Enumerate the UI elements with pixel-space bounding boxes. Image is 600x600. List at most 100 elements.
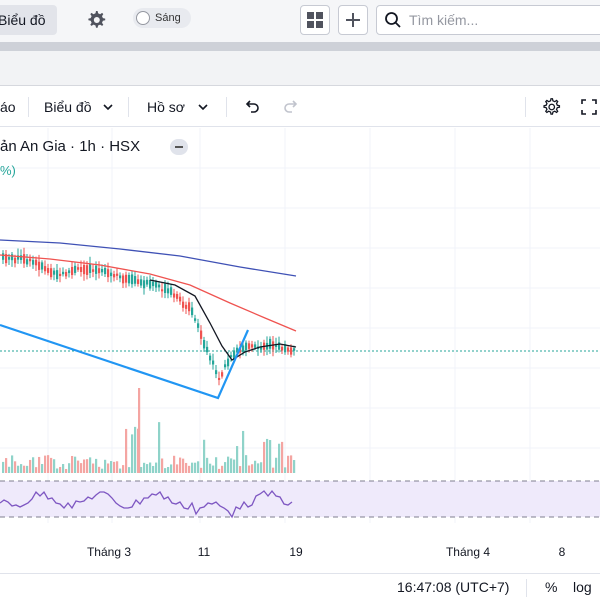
secondary-bar <box>0 51 600 86</box>
volume-bar <box>14 461 17 473</box>
candle-body <box>245 342 248 351</box>
volume-bar <box>11 455 14 473</box>
candle-body <box>116 273 119 276</box>
candle-body <box>161 289 164 292</box>
toolbar-partial-item[interactable]: áo <box>0 99 16 115</box>
volume-bar <box>239 466 242 473</box>
legend-collapse-icon[interactable] <box>170 139 188 155</box>
volume-bar <box>146 464 149 473</box>
candle-body <box>149 279 152 289</box>
theme-toggle-label: Sáng <box>155 12 181 24</box>
candle-body <box>125 274 128 283</box>
percent-scale-toggle[interactable]: % <box>545 579 558 595</box>
volume-bar <box>2 461 5 473</box>
volume-bar <box>209 463 212 473</box>
symbol-legend-title[interactable]: ản An Gia · 1h · HSX <box>0 138 141 155</box>
candle-body <box>8 257 11 260</box>
candle-body <box>191 307 194 316</box>
candle-body <box>95 265 98 274</box>
volume-bar <box>224 462 227 473</box>
chevron-down-icon <box>198 104 208 111</box>
volume-bar <box>152 465 155 473</box>
candle-body <box>134 276 137 284</box>
search-placeholder: Tìm kiếm... <box>409 12 479 28</box>
candle-body <box>251 344 254 348</box>
candle-body <box>71 266 74 276</box>
x-tick-label: Tháng 3 <box>87 545 131 559</box>
toolbar-separator <box>226 97 227 117</box>
volume-bar <box>287 455 290 473</box>
volume-bar <box>122 465 125 473</box>
volume-bar <box>8 466 11 473</box>
volume-bar <box>71 455 74 473</box>
moving-average-blue <box>0 239 297 277</box>
panel-divider <box>0 42 600 51</box>
volume-bar <box>269 440 272 473</box>
volume-bar <box>194 462 197 473</box>
volume-bar <box>41 463 44 473</box>
volume-bar <box>77 460 80 473</box>
price-chart[interactable]: Tháng 3 11 19 Tháng 4 8 <box>0 128 600 573</box>
volume-bar <box>167 466 170 473</box>
candle-body <box>164 283 167 294</box>
moving-average-black <box>149 279 297 361</box>
volume-bar <box>260 462 263 473</box>
chart-settings-gear-icon[interactable] <box>540 96 562 118</box>
volume-bar <box>131 434 134 473</box>
candle-body <box>224 364 227 368</box>
volume-bar <box>227 456 230 473</box>
candle-body <box>182 301 185 308</box>
candle-body <box>38 261 41 270</box>
fullscreen-icon[interactable] <box>580 98 598 116</box>
volume-bar <box>275 457 278 473</box>
volume-bar <box>53 459 56 473</box>
candle-body <box>203 340 206 349</box>
candle-body <box>248 343 251 349</box>
volume-bar <box>20 464 23 473</box>
x-tick-label: Tháng 4 <box>446 545 490 559</box>
candle-body <box>173 293 176 298</box>
volume-bar <box>251 464 254 473</box>
volume-bar <box>179 457 182 473</box>
tab-chart[interactable]: Biểu đồ <box>0 5 57 35</box>
candle-body <box>254 344 257 348</box>
volume-bar <box>35 467 38 473</box>
x-tick-label: 8 <box>559 545 566 559</box>
candle-body <box>227 358 230 367</box>
candle-body <box>176 294 179 299</box>
candle-body <box>128 274 131 284</box>
candle-body <box>218 377 221 381</box>
add-button[interactable] <box>338 5 368 35</box>
candle-body <box>170 287 173 295</box>
theme-toggle[interactable]: Sáng <box>133 8 191 28</box>
chart-menu-button[interactable]: Biểu đồ <box>44 99 92 115</box>
layout-grid-button[interactable] <box>300 5 330 35</box>
candle-body <box>74 265 77 273</box>
log-scale-toggle[interactable]: log <box>573 579 592 595</box>
candle-body <box>287 347 290 352</box>
search-input[interactable]: Tìm kiếm... <box>376 5 600 35</box>
volume-bar <box>38 456 41 473</box>
volume-bar <box>98 466 101 473</box>
candle-body <box>104 267 107 275</box>
grid-icon <box>307 12 323 28</box>
volume-bar <box>23 465 26 473</box>
volume-bar <box>29 459 32 473</box>
volume-bar <box>5 458 8 473</box>
volume-bar <box>110 461 113 473</box>
volume-bar <box>197 461 200 473</box>
redo-icon[interactable] <box>283 98 301 116</box>
volume-bar <box>44 455 47 473</box>
chart-area[interactable]: Tháng 3 11 19 Tháng 4 8 ản An Gia · 1h · HSX… <box>0 128 600 573</box>
volume-bar <box>68 463 71 473</box>
volume-bar <box>134 426 137 473</box>
profile-menu-button[interactable]: Hồ sơ <box>147 99 185 115</box>
clock-time[interactable]: 16:47:08 (UTC+7) <box>397 579 510 595</box>
x-axis-ticks: Tháng 3 11 19 Tháng 4 8 <box>87 545 566 559</box>
candle-body <box>80 266 83 273</box>
settings-gear-icon[interactable] <box>84 8 108 32</box>
undo-icon[interactable] <box>242 98 260 116</box>
volume-bar <box>206 457 209 473</box>
candle-body <box>167 288 170 294</box>
candle-body <box>281 346 284 351</box>
